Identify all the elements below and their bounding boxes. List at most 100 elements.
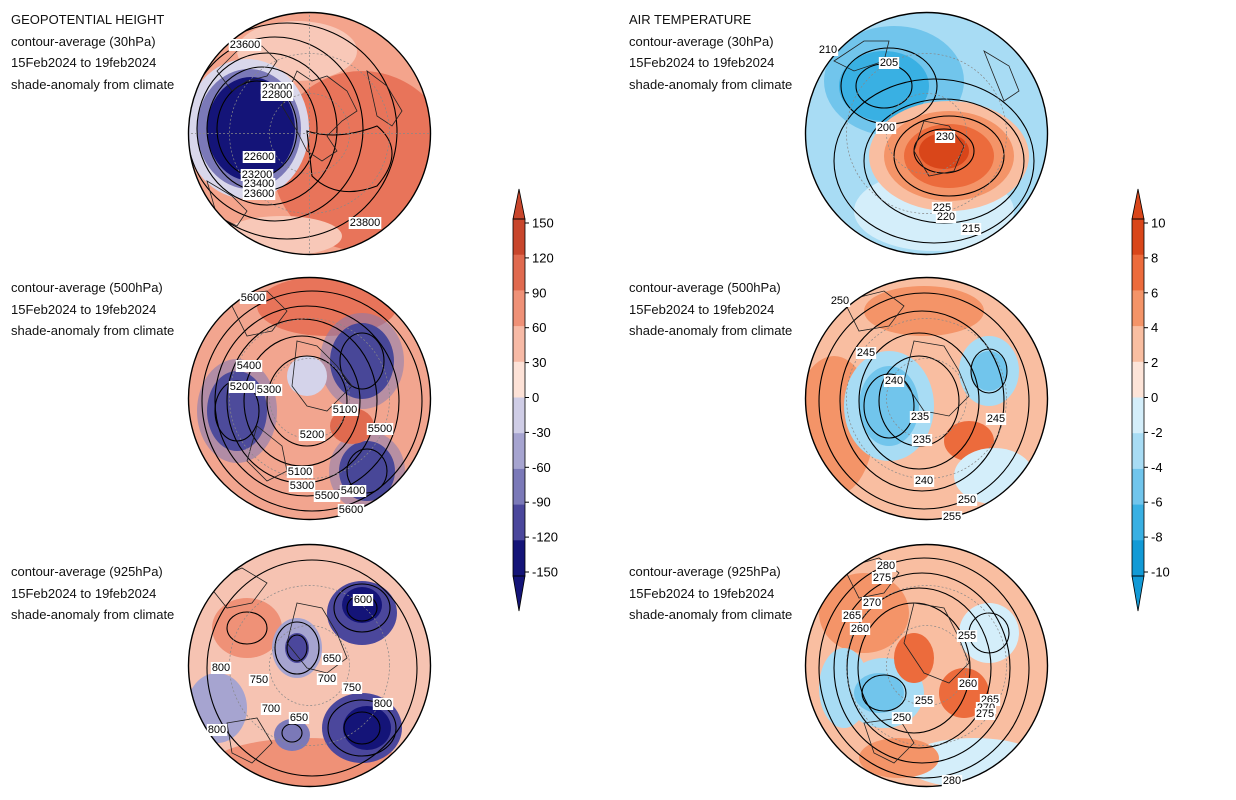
contour-label: 600 [354,594,372,606]
temp-30-dates: 15Feb2024 to 19feb2024 [629,55,775,70]
temp-500-contour-label: contour-average (500hPa) [629,280,781,295]
gph-30-contour-label: contour-average (30hPa) [11,33,156,49]
contour-label: 240 [885,375,903,387]
colorbar-tick-label: 4 [1151,320,1158,335]
contour-label: 5400 [341,485,365,497]
contour-label: 22800 [262,89,293,101]
colorbar-tick-label: 120 [532,250,554,265]
temp-30hpa-map: 210 205 200 230 225 220 215 [804,11,1049,256]
temp-colorbar: 10 8 6 4 2 0 -2 -4 -6 -8 -10 [1131,188,1170,612]
contour-label: 280 [943,775,961,787]
contour-label: 260 [959,678,977,690]
colorbar-tick-label: 30 [532,355,546,370]
contour-label: 200 [877,122,895,134]
colorbar-band [513,504,525,541]
contour-label: 800 [208,724,226,736]
temp-925-contour-label: contour-average (925hPa) [629,564,781,579]
contour-label: 5100 [333,404,357,416]
colorbar-bottom-arrow [1131,575,1145,612]
contour-label: 265 [843,610,861,622]
contour-label: 5600 [241,292,265,304]
gph-30hpa-text: GEOPOTENTIAL HEIGHT contour-average (30h… [11,9,174,95]
colorbar-band [513,468,525,506]
temp-30-contour-label: contour-average (30hPa) [629,33,774,49]
contour-label: 800 [374,698,392,710]
colorbar-band [1132,540,1144,577]
gph-500-dates: 15Feb2024 to 19feb2024 [11,301,157,317]
colorbar-band [1132,468,1144,506]
contour-label: 5400 [237,360,261,372]
colorbar-band [513,219,525,256]
gph-925-contour-label: contour-average (925hPa) [11,564,163,579]
contour-label: 270 [863,597,881,609]
colorbar-band [1132,254,1144,291]
temp-30-shade-label: shade-anomaly from climate [629,76,793,92]
contour-label: 650 [290,712,308,724]
contour-label: 255 [958,630,976,642]
colorbar-tick-label: 150 [532,216,554,231]
contour-label: 215 [962,223,980,235]
contour-label: 245 [857,347,875,359]
colorbar-top-arrow [1131,188,1145,220]
contour-label: 23600 [230,39,261,51]
contour-label: 22600 [244,151,275,163]
colorbar-tick-label: -120 [532,530,558,545]
temp-500hpa-text: contour-average (500hPa) 15Feb2024 to 19… [629,277,792,342]
colorbar-tick-label: -10 [1151,565,1170,580]
colorbar-tick-label: -30 [532,425,551,440]
temp-925-shade-label: shade-anomaly from climate [629,607,793,622]
colorbar-tick-label: -6 [1151,495,1163,510]
temp-500-dates: 15Feb2024 to 19feb2024 [629,301,775,317]
contour-label: 23800 [350,217,381,229]
temp-500-shade-label: shade-anomaly from climate [629,323,793,338]
contour-label: 5200 [230,381,254,393]
colorbar-band [513,433,525,470]
temp-30hpa-text: AIR TEMPERATURE contour-average (30hPa) … [629,9,792,95]
temp-title: AIR TEMPERATURE [629,12,752,27]
contour-label: 250 [831,295,849,307]
contour-label: 23400 [244,178,275,190]
colorbar-tick-label: -150 [532,565,558,580]
temp-925-dates: 15Feb2024 to 19feb2024 [629,585,775,601]
gph-925-dates: 15Feb2024 to 19feb2024 [11,585,157,601]
contour-label: 23600 [244,188,275,200]
gph-30-dates: 15Feb2024 to 19feb2024 [11,55,157,70]
contour-label: 750 [343,682,361,694]
colorbar-band [513,397,525,434]
colorbar-tick-label: -8 [1151,530,1163,545]
colorbar-tick-label: 0 [532,390,539,405]
colorbar-tick-label: 8 [1151,250,1158,265]
contour-label: 220 [937,211,955,223]
gph-925hpa-map: 600 650 800 750 700 750 800 700 650 800 [187,543,432,788]
colorbar-band [1132,504,1144,541]
colorbar-band [1132,290,1144,327]
colorbar-band [513,326,525,363]
contour-label: 230 [936,131,954,143]
colorbar-band [1132,361,1144,398]
colorbar-tick-label: 0 [1151,390,1158,405]
contour-label: 800 [212,662,230,674]
temp-925hpa-map: 280 275 270 265 260 255 260 265 255 250 … [804,543,1049,788]
gph-500hpa-text: contour-average (500hPa) 15Feb2024 to 19… [11,277,174,342]
contour-label: 5200 [300,429,324,441]
colorbar-tick-label: -4 [1151,460,1163,475]
contour-label: 275 [873,572,891,584]
contour-label: 650 [323,653,341,665]
colorbar-tick-label: 2 [1151,355,1158,370]
temp-500hpa-map: 250 245 240 235 235 245 240 250 255 [804,276,1049,521]
colorbar-top-arrow [512,188,526,220]
gph-925-shade-label: shade-anomaly from climate [11,607,175,622]
contour-label: 275 [976,708,994,720]
temp-925hpa-text: contour-average (925hPa) 15Feb2024 to 19… [629,561,792,626]
colorbar-tick-label: -90 [532,495,551,510]
colorbar-tick-label: -60 [532,460,551,475]
contour-label: 210 [819,44,837,56]
contour-label: 5100 [288,466,312,478]
colorbar-band [513,540,525,577]
gph-925hpa-text: contour-average (925hPa) 15Feb2024 to 19… [11,561,174,626]
contour-label: 235 [911,411,929,423]
colorbar-tick-label: 6 [1151,285,1158,300]
contour-label: 700 [318,673,336,685]
contour-label: 250 [958,494,976,506]
contour-label: 255 [915,695,933,707]
